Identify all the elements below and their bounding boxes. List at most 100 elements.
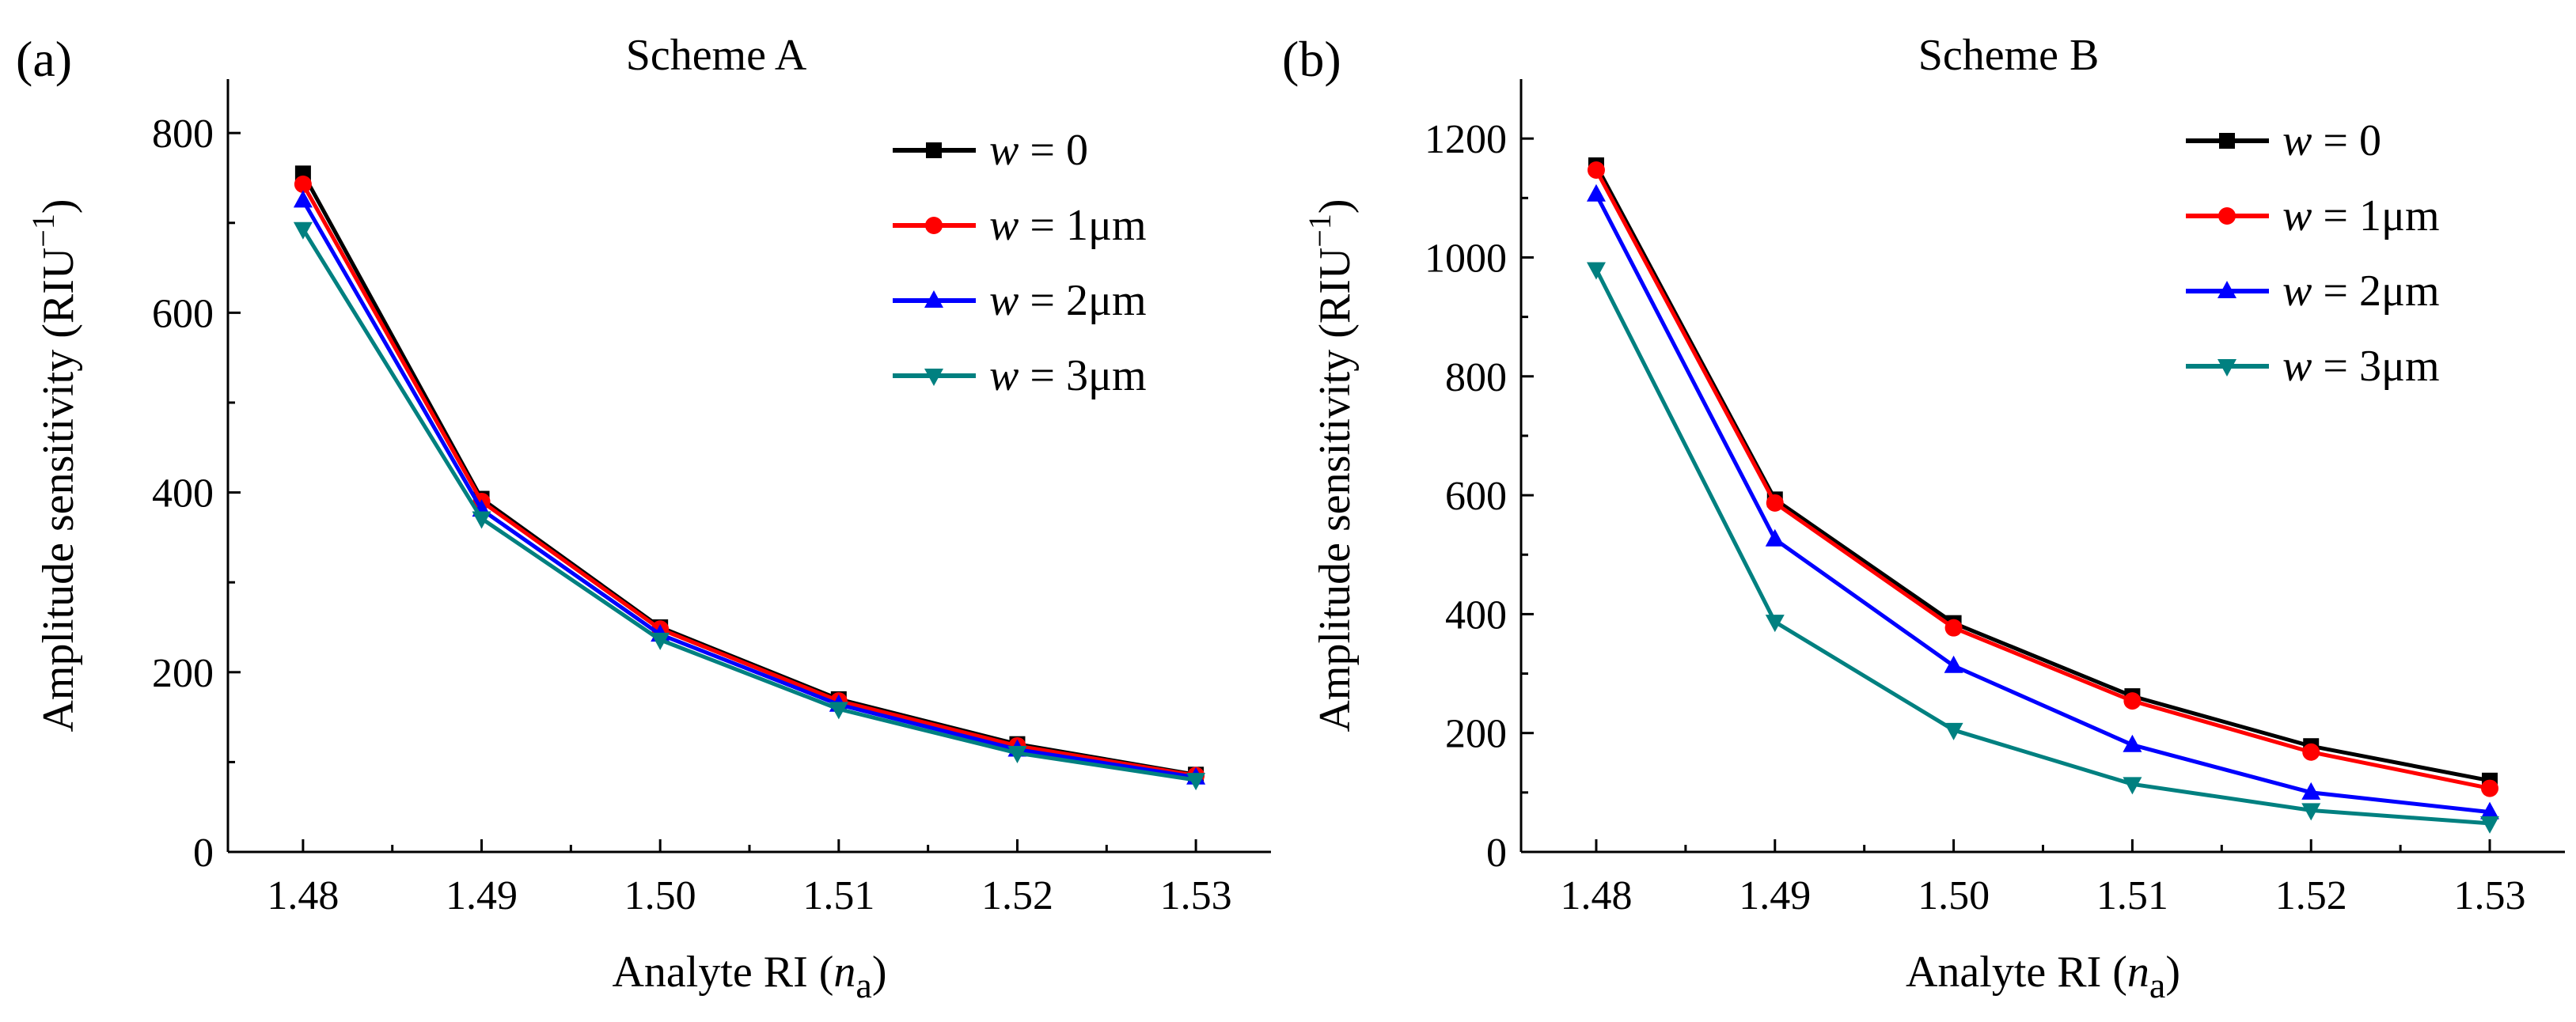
y-tick-label: 1200 — [1425, 117, 1507, 162]
legend-label-var: w — [2282, 267, 2312, 316]
x-axis-label-text: Analyte RI — [1906, 948, 2101, 997]
panel-label: (a) — [16, 31, 72, 87]
legend-label-rest: = 0 — [1019, 126, 1088, 175]
legend-label: w = 3μm — [989, 351, 1147, 400]
data-point — [2123, 692, 2142, 710]
series-2 — [1586, 184, 2500, 819]
legend-label: w = 3μm — [2282, 342, 2440, 391]
data-point — [1765, 615, 1785, 633]
data-point — [651, 632, 670, 650]
y-tick-label: 600 — [1445, 474, 1507, 519]
legend-label-rest: = 3μm — [2312, 342, 2439, 391]
y-tick-label: 800 — [1445, 355, 1507, 400]
x-axis-label-close: ) — [872, 948, 887, 997]
series-line — [1594, 164, 2491, 783]
x-tick-label: 1.53 — [2454, 873, 2526, 918]
legend-item: w = 3μm — [2186, 342, 2440, 391]
legend-marker — [924, 290, 943, 308]
y-tick-label: 400 — [152, 471, 214, 517]
legend-label-rest: = 2μm — [2312, 267, 2439, 316]
series-line — [1594, 168, 2491, 791]
legend-item: w = 1μm — [2186, 191, 2440, 240]
y-tick-label: 0 — [193, 831, 214, 876]
y-axis-label: Amplitude sensitivity (RIU−1) — [1302, 199, 1360, 732]
legend-marker — [2217, 359, 2236, 377]
data-point — [1586, 262, 1606, 280]
panel-a: 0 200 400 600 800 1.48 1.49 1.50 1.51 1.52 1.53 Ana… — [16, 31, 1271, 1005]
legend-marker — [2218, 207, 2236, 225]
legend-label-var: w — [2282, 116, 2312, 165]
x-tick-label: 1.52 — [2275, 873, 2347, 918]
legend-label-var: w — [989, 276, 1019, 325]
series-1 — [294, 175, 1205, 785]
x-tick-label: 1.51 — [2096, 873, 2168, 918]
data-point — [1944, 619, 1963, 637]
legend-item: w = 1μm — [893, 201, 1147, 250]
y-axis-label-exponent: −1 — [1302, 214, 1337, 248]
data-point — [1186, 773, 1206, 791]
data-point — [294, 175, 312, 193]
data-point — [1766, 494, 1784, 512]
legend-label-var: w — [2282, 191, 2312, 240]
legend-label-rest: = 3μm — [1019, 351, 1146, 400]
y-axis-label-text: Amplitude sensitivity (RIU — [1311, 248, 1360, 732]
legend-label: w = 1μm — [989, 201, 1147, 250]
y-tick-label: 400 — [1445, 592, 1507, 638]
legend-label-var: w — [989, 351, 1019, 400]
series-line — [301, 172, 1197, 777]
legend-label-var: w — [989, 201, 1019, 250]
data-point — [2123, 777, 2142, 795]
x-tick-label: 1.50 — [624, 873, 696, 918]
series-0 — [1588, 157, 2498, 789]
x-tick-label: 1.53 — [1160, 873, 1232, 918]
legend-label-rest: = 0 — [2312, 116, 2381, 165]
legend-marker — [2217, 281, 2236, 298]
y-tick-label: 200 — [1445, 712, 1507, 757]
data-point — [1765, 528, 1785, 547]
legend-label-rest: = 2μm — [1019, 276, 1146, 325]
legend-label: w = 2μm — [2282, 267, 2440, 316]
legend-item: w = 2μm — [2186, 267, 2440, 316]
series-line — [1594, 268, 2491, 826]
legend-label: w = 1μm — [2282, 191, 2440, 240]
data-point — [1944, 722, 1963, 740]
series-3 — [1586, 262, 2500, 834]
y-axis-label-close: ) — [34, 199, 83, 214]
y-axis-label: Amplitude sensitivity (RIU−1) — [25, 199, 83, 732]
data-point — [2123, 734, 2142, 752]
y-tick-label: 800 — [152, 112, 214, 157]
x-axis-label-subscript: a — [2149, 965, 2165, 1005]
series-1 — [1587, 161, 2499, 797]
series-line — [301, 228, 1197, 782]
chart-title: Scheme A — [626, 31, 807, 80]
y-axis-label-exponent: −1 — [25, 214, 61, 248]
x-tick-label: 1.50 — [1918, 873, 1990, 918]
legend-label-rest: = 1μm — [2312, 191, 2439, 240]
x-axis-label: Analyte RI (na) — [1906, 948, 2180, 1005]
data-point — [472, 511, 491, 529]
chart-title: Scheme B — [1918, 31, 2100, 80]
legend-label: w = 0 — [2282, 116, 2381, 165]
x-tick-label: 1.48 — [1560, 873, 1632, 918]
y-tick-label: 1000 — [1425, 236, 1507, 281]
x-axis-label-paren: ( — [2101, 948, 2127, 997]
data-point — [2480, 801, 2500, 819]
data-point — [2302, 743, 2320, 761]
x-tick-label: 1.48 — [267, 873, 339, 918]
legend-marker — [925, 217, 943, 234]
legend-marker — [926, 142, 942, 158]
series-0 — [294, 165, 1205, 783]
y-axis-label-text: Amplitude sensitivity (RIU — [34, 248, 83, 732]
y-tick-label: 0 — [1486, 831, 1507, 876]
series-3 — [293, 221, 1206, 791]
x-tick-label: 1.51 — [802, 873, 874, 918]
series-line — [301, 183, 1197, 778]
legend-item: w = 0 — [893, 126, 1088, 175]
x-tick-label: 1.49 — [1739, 873, 1811, 918]
legend-item: w = 3μm — [893, 351, 1147, 400]
panel-label: (b) — [1282, 31, 1341, 87]
legend-item: w = 0 — [2186, 116, 2381, 165]
data-point — [1944, 655, 1963, 673]
